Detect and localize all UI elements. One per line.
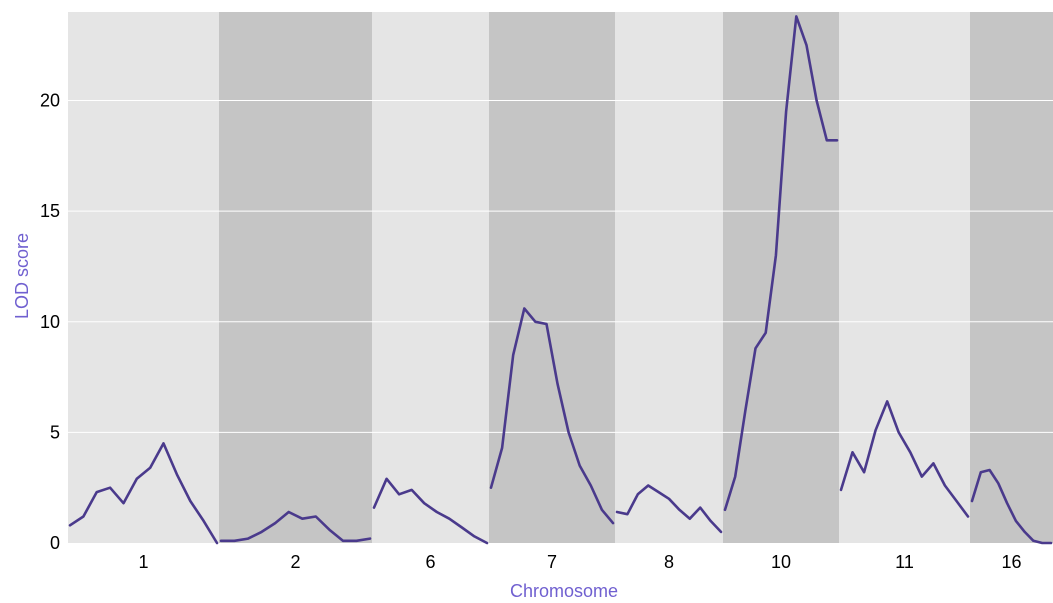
panel-chr-10	[723, 12, 839, 543]
lod-curve-chr-11	[839, 400, 970, 518]
y-tick-label-10: 10	[40, 312, 60, 332]
x-tick-label-chr-6: 6	[425, 552, 435, 572]
chromosome-panels	[68, 12, 1053, 543]
panel-chr-7	[489, 12, 615, 543]
x-tick-label-chr-2: 2	[290, 552, 300, 572]
lod-curve-chr-1	[68, 442, 219, 545]
lod-curve-chr-10	[723, 15, 839, 512]
x-tick-label-chr-11: 11	[895, 552, 914, 572]
y-tick-label-5: 5	[50, 422, 60, 442]
y-tick-label-0: 0	[50, 533, 60, 553]
lod-curve-chr-7	[489, 307, 615, 525]
x-tick-label-chr-7: 7	[547, 552, 557, 572]
y-tick-labels: 0 5 10 15 20	[40, 91, 60, 554]
x-tick-label-chr-16: 16	[1001, 552, 1021, 572]
x-tick-label-chr-10: 10	[771, 552, 791, 572]
x-tick-label-chr-8: 8	[664, 552, 674, 572]
y-tick-label-20: 20	[40, 91, 60, 111]
y-tick-label-15: 15	[40, 201, 60, 221]
lod-curve-chr-2	[219, 510, 372, 543]
x-axis-title: Chromosome	[510, 581, 618, 601]
lod-curve-chr-8	[615, 484, 723, 534]
lod-curves	[68, 15, 1053, 545]
panel-chr-6	[372, 12, 489, 543]
lod-curve-chr-6	[372, 477, 489, 545]
panel-chr-8	[615, 12, 723, 543]
y-axis-title: LOD score	[12, 233, 32, 319]
lod-curve-chr-16	[970, 468, 1053, 545]
panel-chr-1	[68, 12, 219, 543]
x-tick-labels: 1 2 6 7 8 10 11 16	[138, 552, 1021, 572]
x-tick-label-chr-1: 1	[138, 552, 148, 572]
panel-chr-16	[970, 12, 1053, 543]
y-gridlines	[68, 100, 1053, 433]
panel-chr-2	[219, 12, 372, 543]
